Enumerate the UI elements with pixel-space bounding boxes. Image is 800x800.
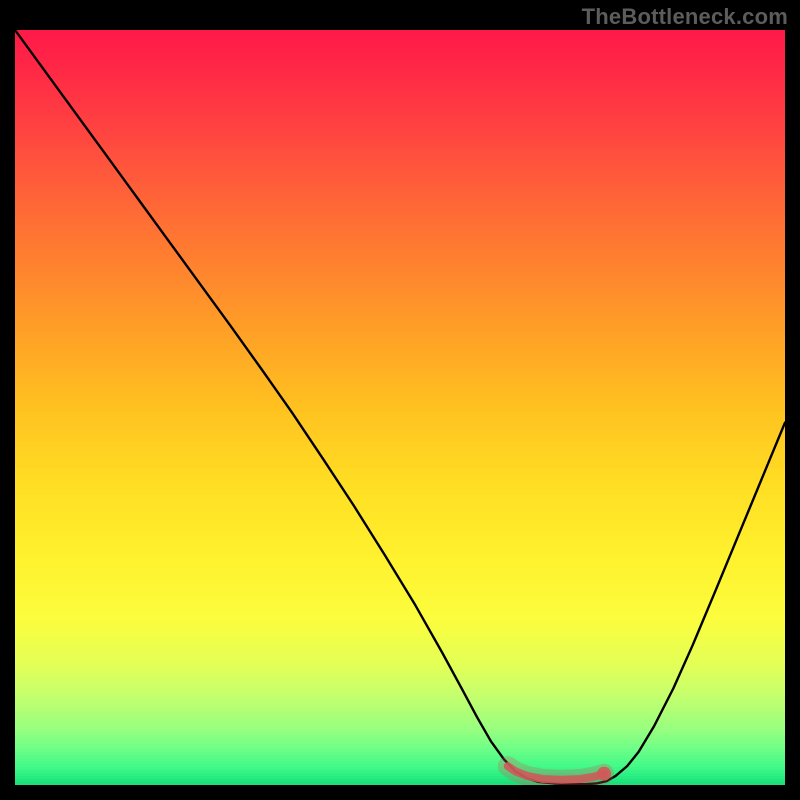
figure-root: TheBottleneck.com <box>0 0 800 800</box>
watermark-text: TheBottleneck.com <box>582 4 788 30</box>
bottleneck-curve <box>15 30 785 784</box>
flat-region-end-dot <box>597 767 611 781</box>
plot-area <box>15 30 785 785</box>
curve-layer <box>15 30 785 785</box>
